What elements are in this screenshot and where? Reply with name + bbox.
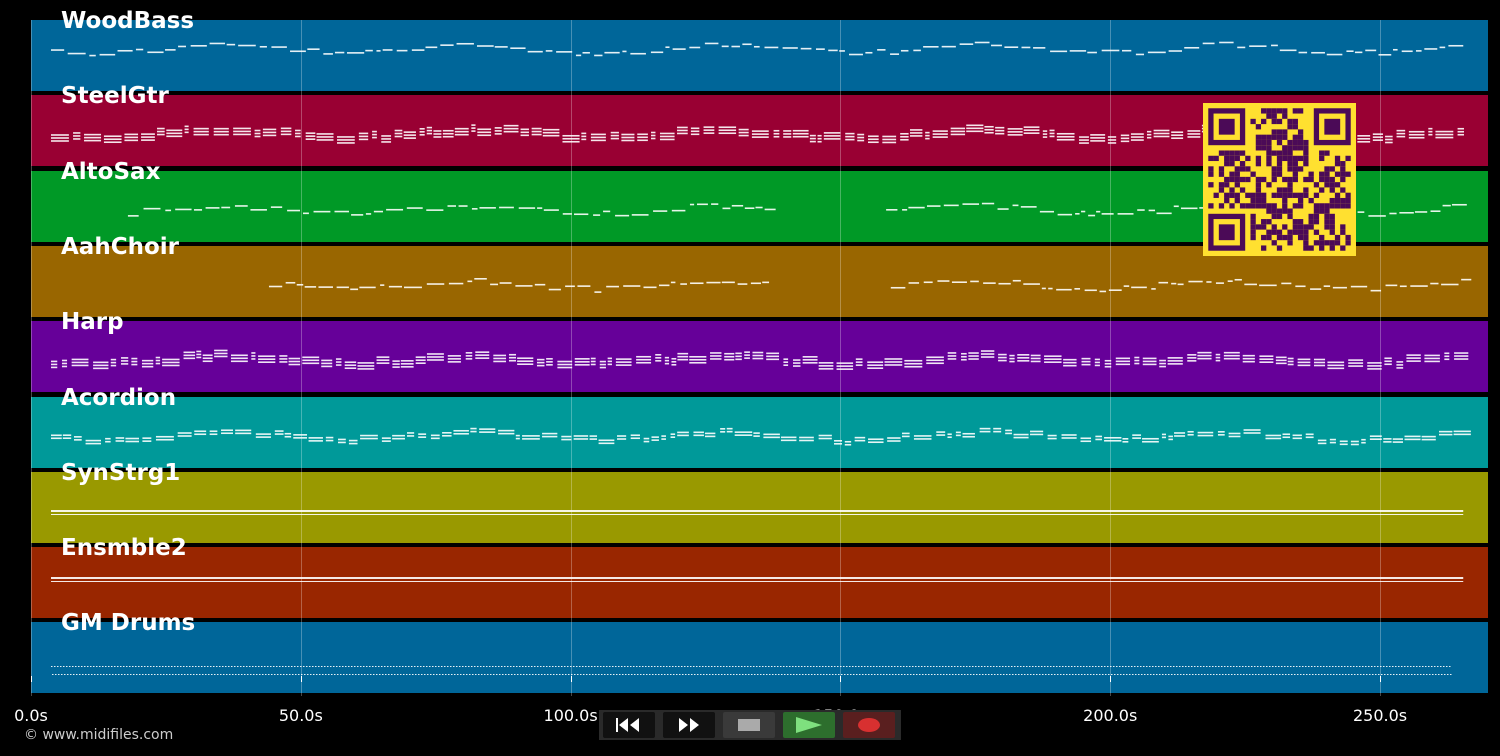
- track-lane[interactable]: WoodBass: [31, 8, 1488, 91]
- gridline: [31, 20, 32, 696]
- record-icon: [858, 718, 880, 732]
- track-name: WoodBass: [61, 8, 195, 34]
- fast-forward-icon: [679, 718, 699, 732]
- track-lane[interactable]: GM Drums: [31, 610, 1488, 693]
- rewind-button[interactable]: [603, 712, 655, 738]
- transport-controls: [599, 710, 901, 740]
- rewind-icon: [616, 718, 639, 732]
- gridline: [840, 20, 842, 696]
- timeline[interactable]: WoodBass SteelGtr AltoSax AahChoir Harp Acord…: [31, 8, 1488, 696]
- fast-forward-button[interactable]: [663, 712, 715, 738]
- track-lane[interactable]: AahChoir: [31, 234, 1488, 317]
- note-pattern: [51, 427, 1471, 446]
- note-pattern: [51, 41, 1464, 57]
- track-name: Ensmble2: [61, 535, 187, 561]
- play-icon: [796, 717, 822, 733]
- axis-tick-label: 200.0s: [1083, 706, 1138, 725]
- track-name: AahChoir: [61, 234, 179, 260]
- stop-button[interactable]: [723, 712, 775, 738]
- note-pattern: [51, 349, 1469, 370]
- gridline: [570, 20, 572, 696]
- note-pattern: [51, 666, 1452, 675]
- axis-tick: [1110, 676, 1112, 682]
- note-pattern: [268, 278, 1472, 293]
- axis-tick: [570, 676, 572, 682]
- axis-tick-label: 50.0s: [278, 706, 323, 725]
- copyright-text: © www.midifiles.com: [24, 727, 174, 743]
- gridline: [300, 20, 302, 696]
- axis-tick-label: 250.0s: [1352, 706, 1408, 725]
- track-name: GM Drums: [61, 610, 196, 636]
- axis-tick: [300, 676, 302, 682]
- note-pattern: [51, 577, 1464, 582]
- axis-tick-label: 100.0s: [543, 706, 598, 725]
- axis-tick: [31, 676, 32, 682]
- record-button[interactable]: [843, 712, 895, 738]
- track-name: Acordion: [61, 385, 177, 411]
- track-name: SynStrg1: [61, 460, 181, 486]
- axis-tick: [1380, 676, 1382, 682]
- play-button[interactable]: [783, 712, 835, 738]
- axis-tick-label: 0.0s: [14, 706, 48, 725]
- gridline: [1380, 20, 1382, 696]
- track-name: Harp: [61, 309, 124, 335]
- gridline: [1110, 20, 1112, 696]
- note-pattern: [51, 510, 1464, 515]
- track-lane[interactable]: SynStrg1: [31, 460, 1488, 543]
- track-name: AltoSax: [61, 159, 161, 185]
- qr-code-icon: [1203, 103, 1356, 256]
- track-lane[interactable]: Ensmble2: [31, 535, 1488, 618]
- track-name: SteelGtr: [61, 83, 169, 109]
- stop-icon: [738, 719, 760, 731]
- axis-tick: [840, 676, 842, 682]
